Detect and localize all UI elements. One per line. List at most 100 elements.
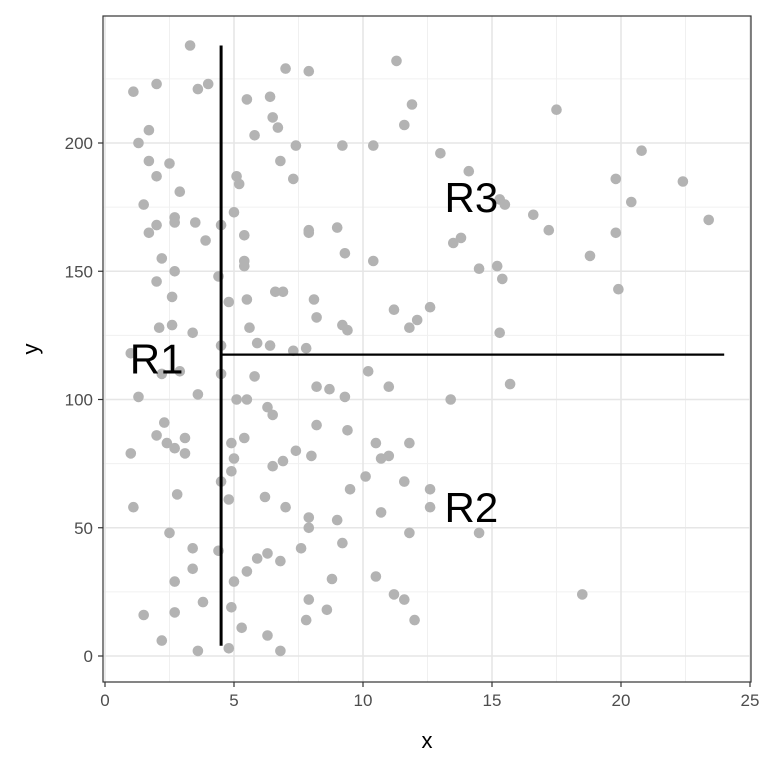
data-point [125, 448, 137, 459]
region-labels: R1 R2 R3 [130, 174, 498, 531]
data-point [228, 453, 240, 464]
data-point [610, 227, 622, 239]
data-point [192, 83, 204, 95]
data-point [677, 176, 689, 187]
data-point [231, 394, 242, 405]
data-point [473, 527, 485, 539]
data-point [370, 571, 382, 582]
data-point [179, 432, 191, 444]
data-point [275, 645, 286, 657]
y-tick-label: 50 [74, 519, 93, 538]
data-point [311, 312, 322, 323]
data-point [275, 555, 286, 567]
data-point [125, 348, 137, 359]
data-point [179, 448, 191, 459]
data-point [153, 322, 165, 334]
data-point [169, 442, 180, 454]
data-point [339, 391, 351, 403]
data-point [290, 140, 302, 151]
grid-minor [103, 16, 751, 682]
data-point [166, 291, 178, 303]
data-point [241, 394, 253, 405]
data-point [192, 645, 204, 657]
data-point [251, 553, 263, 564]
data-points [125, 40, 714, 657]
x-tick-label: 20 [612, 691, 631, 710]
data-point [138, 609, 149, 621]
data-point [164, 158, 175, 169]
data-point [399, 476, 410, 487]
y-tick-label: 200 [65, 134, 93, 153]
data-point [383, 450, 395, 462]
data-point [339, 248, 351, 259]
data-point [360, 471, 371, 482]
data-point [337, 537, 348, 549]
data-point [424, 484, 436, 495]
data-point [138, 199, 149, 210]
data-point [270, 286, 281, 298]
data-point [543, 224, 555, 236]
data-point [239, 230, 250, 241]
data-point [370, 437, 382, 449]
data-point [411, 314, 423, 326]
data-point [228, 576, 240, 587]
data-point [133, 391, 144, 403]
data-point [326, 573, 338, 585]
data-point [344, 484, 356, 495]
data-point [308, 294, 320, 305]
data-point [424, 301, 436, 313]
data-point [128, 501, 139, 513]
data-point [491, 260, 503, 272]
data-point [251, 337, 263, 349]
data-point [267, 409, 279, 421]
data-point [143, 155, 155, 167]
data-point [288, 345, 299, 357]
data-point [391, 55, 402, 67]
data-point [388, 304, 400, 316]
data-point [331, 222, 343, 233]
data-point [342, 324, 353, 336]
panel-border [102, 15, 752, 683]
data-point [187, 327, 198, 339]
x-tick-label: 5 [229, 691, 238, 710]
data-point [448, 237, 459, 249]
data-point [249, 130, 260, 141]
data-point [577, 589, 588, 600]
data-point [636, 145, 647, 156]
data-point [262, 401, 273, 413]
data-point [259, 491, 271, 503]
data-point [239, 260, 250, 272]
data-point [494, 327, 506, 339]
data-point [275, 155, 286, 167]
data-point [171, 489, 183, 500]
data-point [399, 594, 410, 605]
data-point [610, 173, 622, 185]
data-point [303, 65, 315, 77]
data-point [303, 522, 315, 534]
data-point [197, 596, 209, 608]
data-point [337, 140, 348, 151]
data-point [151, 276, 162, 287]
data-point [404, 437, 415, 449]
data-point [388, 589, 400, 600]
data-point [262, 630, 273, 641]
data-point [267, 460, 279, 472]
region-label-r1: R1 [130, 335, 184, 382]
data-point [311, 419, 322, 431]
data-point [239, 432, 250, 444]
data-point [455, 232, 467, 244]
x-tick-label: 25 [741, 691, 760, 710]
data-point [187, 543, 198, 554]
data-point [267, 112, 279, 123]
data-point [159, 417, 170, 428]
data-point [497, 273, 508, 285]
data-point [169, 266, 180, 277]
region-label-r3: R3 [445, 174, 499, 221]
data-point [226, 437, 237, 449]
data-point [151, 78, 162, 90]
data-point [233, 178, 245, 190]
x-tick-label: 10 [354, 691, 373, 710]
data-point [399, 119, 410, 131]
data-point [362, 366, 374, 377]
data-point [166, 319, 178, 331]
